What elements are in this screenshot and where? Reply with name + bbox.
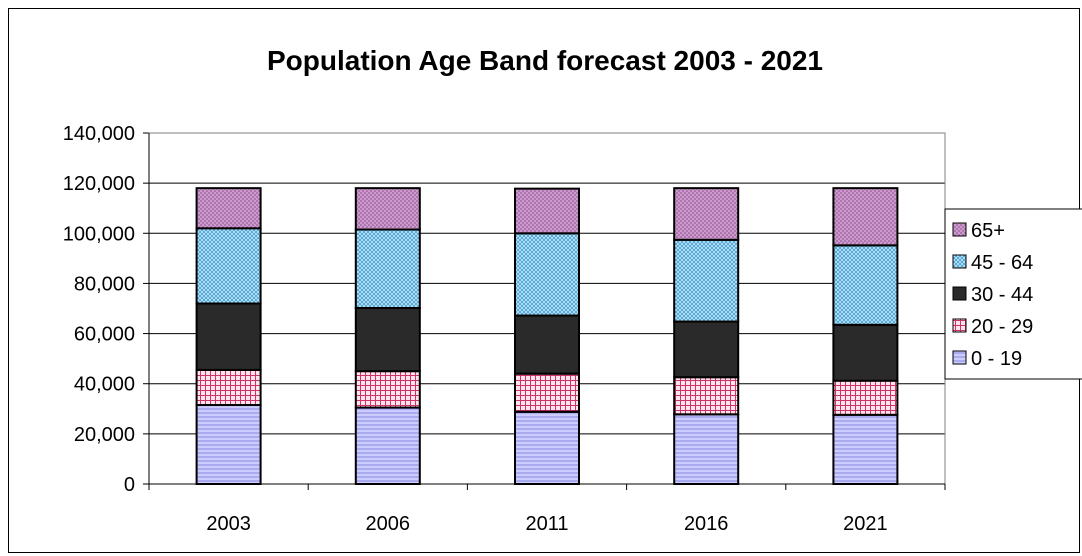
y-tick-label: 120,000: [63, 173, 135, 195]
bar-segment-2003-019: [195, 404, 262, 485]
bar-segment-2011-2029: [514, 372, 580, 413]
chart-title: Population Age Band forecast 2003 - 2021: [266, 45, 824, 76]
bar-segment-2016-4564: [673, 238, 740, 323]
bar-segment-2011-65+: [514, 187, 580, 235]
legend-label: 65+: [971, 220, 1005, 242]
bar-segment-2003-4564: [195, 227, 262, 305]
legend-swatch: [952, 254, 967, 269]
bar-segment-2006-3044: [354, 306, 421, 373]
legend-swatch: [952, 318, 967, 333]
bar-segment-2016-3044: [673, 320, 740, 379]
y-tick-label: 60,000: [74, 324, 135, 346]
y-tick-label: 20,000: [74, 424, 135, 446]
legend-swatch: [952, 222, 967, 237]
legend-label: 30 - 44: [971, 284, 1033, 306]
x-tick-label: 2006: [366, 513, 411, 535]
bar-segment-2016-65+: [673, 187, 740, 241]
bar-segment-2016-019: [673, 413, 740, 485]
x-tick-label: 2003: [206, 513, 251, 535]
legend-box: [944, 208, 1082, 380]
legend-label: 45 - 64: [971, 252, 1033, 274]
y-tick-label: 40,000: [74, 374, 135, 396]
bar-segment-2006-65+: [354, 187, 421, 231]
x-tick-label: 2021: [843, 513, 888, 535]
bar-segment-2003-65+: [195, 187, 262, 230]
x-tick-label: 2011: [525, 513, 568, 535]
bar-segment-2006-4564: [354, 228, 421, 309]
bar-segment-2016-2029: [673, 376, 740, 416]
y-tick-label: 80,000: [74, 273, 135, 295]
bar-segment-2003-2029: [195, 368, 262, 407]
bar-segment-2021-2029: [832, 379, 899, 416]
bar-segment-2021-65+: [832, 187, 899, 247]
x-tick-label: 2016: [684, 513, 729, 535]
y-tick-label: 140,000: [63, 123, 135, 145]
bar-segment-2006-2029: [354, 370, 421, 409]
legend-label: 0 - 19: [971, 348, 1022, 370]
y-tick-label: 0: [124, 474, 135, 496]
y-tick-label: 100,000: [63, 223, 135, 245]
bar-segment-2011-3044: [514, 314, 580, 375]
legend-swatch: [952, 350, 967, 365]
bar-segment-2021-019: [832, 413, 899, 485]
legend-swatch: [952, 286, 967, 301]
bar-segment-2011-019: [514, 410, 580, 485]
legend-label: 20 - 29: [971, 316, 1033, 338]
legend: 65+ 45 - 64 30 - 44 20 - 29 0 - 19: [944, 208, 1082, 380]
bar-segment-2021-4564: [832, 244, 899, 326]
bar-segment-2021-3044: [832, 323, 899, 382]
bar-segment-2003-3044: [195, 302, 262, 371]
bar-segment-2011-4564: [514, 232, 580, 317]
plot-area: 0 20,000 40,000 60,000 80,000 100,000 120,000 1…: [63, 123, 946, 535]
bar-segment-2006-019: [354, 406, 421, 485]
